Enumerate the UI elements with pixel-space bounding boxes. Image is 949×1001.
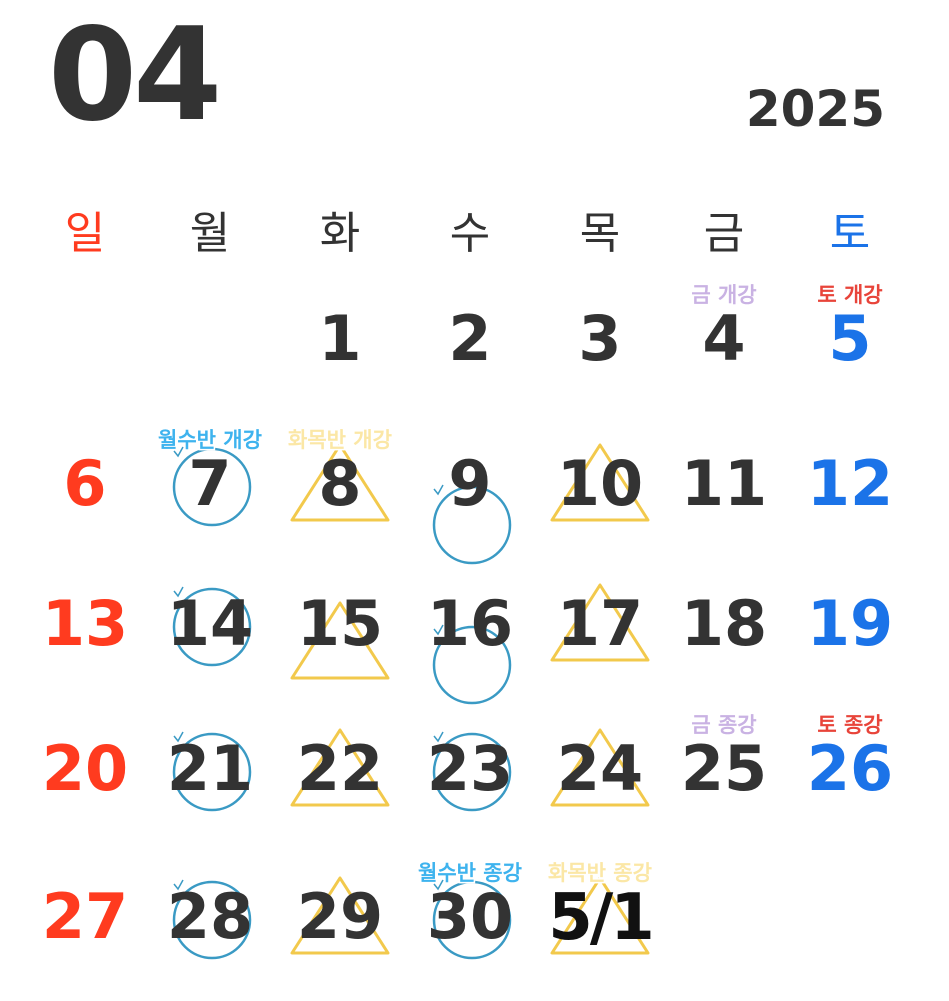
weekday-label: 수 [449, 208, 491, 259]
day-cell[interactable]: 1 [318, 302, 362, 375]
day-cell[interactable]: 19 [806, 587, 894, 660]
day-cell[interactable]: 13 [41, 587, 129, 660]
day-cell[interactable]: 7 [188, 447, 232, 520]
day-cell[interactable]: 8 [318, 447, 362, 520]
month-number: 04 [48, 1, 222, 150]
day-cell[interactable]: 26 [806, 732, 894, 805]
day-cell[interactable]: 4 [702, 302, 746, 375]
class-tag: 금 종강 [690, 713, 758, 737]
day-cell[interactable]: 10 [556, 447, 644, 520]
weekday-label: 토 [829, 208, 871, 259]
day-cell[interactable]: 9 [448, 447, 492, 520]
day-cell[interactable]: 27 [41, 880, 129, 953]
day-cell[interactable]: 17 [556, 587, 644, 660]
class-tag: 토 종강 [816, 713, 884, 737]
day-cell[interactable]: 3 [578, 302, 622, 375]
day-cell[interactable]: 2 [448, 302, 492, 375]
weekday-label: 목 [579, 208, 621, 259]
day-cell[interactable]: 23 [426, 732, 514, 805]
day-cell[interactable]: 30 [426, 880, 514, 953]
weekday-label: 화 [319, 208, 361, 259]
weekday-label: 금 [703, 208, 745, 259]
weekday-label: 일 [64, 208, 106, 259]
day-cell[interactable]: 28 [166, 880, 254, 953]
day-cell[interactable]: 20 [41, 732, 129, 805]
day-cell[interactable]: 29 [296, 880, 384, 953]
day-cell[interactable]: 16 [426, 587, 514, 660]
day-cell[interactable]: 15 [296, 587, 384, 660]
day-cell[interactable]: 11 [680, 447, 768, 520]
class-tag: 금 개강 [690, 283, 758, 307]
class-tag: 화목반 개강 [287, 428, 394, 452]
class-tag: 월수반 개강 [157, 428, 264, 452]
day-cell[interactable]: 25 [680, 732, 768, 805]
day-cell[interactable]: 6 [63, 447, 107, 520]
day-cell[interactable]: 18 [680, 587, 768, 660]
day-cell[interactable]: 5 [828, 302, 872, 375]
day-cell[interactable]: 5/1 [548, 881, 654, 955]
class-tag: 월수반 종강 [417, 861, 524, 885]
class-tag: 토 개강 [816, 283, 884, 307]
day-cell[interactable]: 22 [296, 732, 384, 805]
day-cell[interactable]: 12 [806, 447, 894, 520]
day-cell[interactable]: 14 [166, 587, 254, 660]
weekday-label: 월 [189, 208, 231, 259]
class-tag: 화목반 종강 [547, 861, 654, 885]
day-cell[interactable]: 24 [556, 732, 644, 805]
year: 2025 [745, 80, 885, 138]
day-cell[interactable]: 21 [166, 732, 254, 805]
